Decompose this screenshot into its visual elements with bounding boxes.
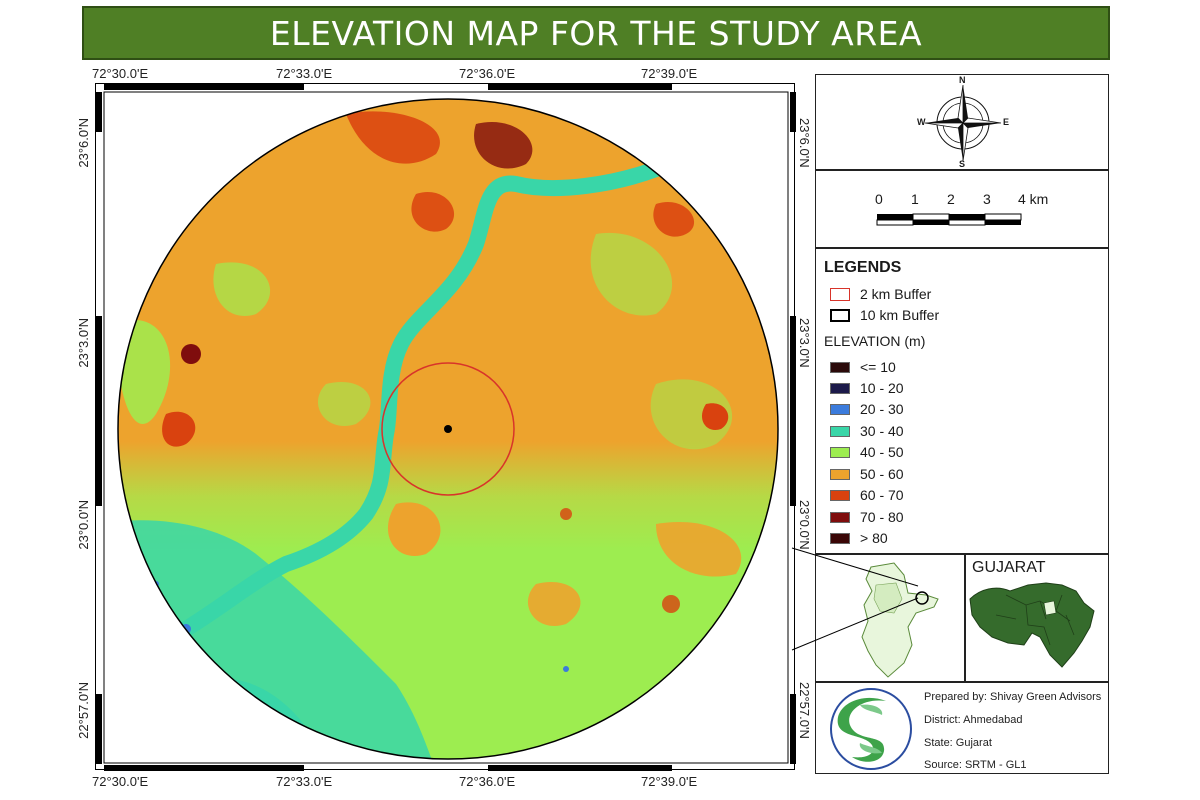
- scale-tick-label: 1: [911, 191, 919, 207]
- lon-label-bottom: 72°39.0'E: [641, 774, 698, 789]
- lat-label-right: 22°57.0'N: [797, 682, 812, 739]
- legend-panel: LEGENDS 2 km Buffer 10 km Buffer ELEVATI…: [815, 248, 1109, 554]
- buffer-2km: [381, 362, 515, 496]
- ahmedabad-district-map: [861, 562, 939, 678]
- project-site-marker: [444, 425, 452, 433]
- compass-e: E: [1003, 117, 1010, 127]
- compass-s: S: [959, 159, 966, 169]
- lat-label-right: 23°0.0'N: [797, 500, 812, 550]
- state-text: State: Gujarat: [924, 737, 992, 749]
- legend-class-item: <= 10: [830, 359, 896, 375]
- legend-item-10km-buffer: 10 km Buffer: [830, 307, 939, 323]
- black-outline-swatch: [830, 308, 850, 322]
- scale-bar-panel: 0 1 2 3 4 km: [815, 170, 1109, 248]
- legend-class-item: 40 - 50: [830, 444, 904, 460]
- map-title-bar: ELEVATION MAP FOR THE STUDY AREA: [82, 6, 1110, 60]
- legend-title: LEGENDS: [824, 259, 902, 276]
- elevation-map: [96, 84, 796, 771]
- district-text: District: Ahmedabad: [924, 714, 1023, 726]
- district-inset-panel: [815, 554, 965, 682]
- scale-bar: [876, 213, 1022, 226]
- scale-tick-label: 0: [875, 191, 883, 207]
- legend-class-item: 60 - 70: [830, 487, 904, 503]
- gujarat-label: GUJARAT: [972, 559, 1046, 576]
- shivay-green-advisors-logo: [830, 688, 912, 770]
- north-arrow-panel: N S E W: [815, 74, 1109, 170]
- lon-label-bottom: 72°36.0'E: [459, 774, 516, 789]
- lon-label-top: 72°36.0'E: [459, 66, 516, 81]
- inset-connector-lines: [791, 547, 919, 651]
- study-area-locator: [915, 591, 929, 605]
- source-text: Source: SRTM - GL1: [924, 759, 1027, 771]
- compass-w: W: [917, 117, 926, 127]
- lon-label-top: 72°30.0'E: [92, 66, 149, 81]
- lat-label-left: 23°6.0'N: [76, 118, 91, 168]
- gujarat-state-map: [969, 582, 1095, 668]
- lon-label-bottom: 72°33.0'E: [276, 774, 333, 789]
- compass-n: N: [959, 75, 966, 85]
- map-title: ELEVATION MAP FOR THE STUDY AREA: [269, 13, 923, 53]
- compass-rose-icon: [924, 84, 1002, 162]
- lon-label-bottom: 72°30.0'E: [92, 774, 149, 789]
- legend-class-item: 50 - 60: [830, 466, 904, 482]
- scale-tick-label: 3: [983, 191, 991, 207]
- gujarat-inset-panel: GUJARAT: [965, 554, 1109, 682]
- lat-label-right: 23°3.0'N: [797, 318, 812, 368]
- lon-label-top: 72°39.0'E: [641, 66, 698, 81]
- legend-class-item: 70 - 80: [830, 509, 904, 525]
- red-outline-swatch: [830, 287, 850, 301]
- lat-label-left: 22°57.0'N: [76, 682, 91, 739]
- neatline-ticks: [96, 84, 796, 771]
- lat-label-right: 23°6.0'N: [797, 118, 812, 168]
- main-map-frame: [95, 83, 796, 771]
- lon-label-top: 72°33.0'E: [276, 66, 333, 81]
- buffer-10km: [117, 98, 779, 760]
- legend-class-item: 20 - 30: [830, 401, 904, 417]
- scale-tick-label: 4 km: [1018, 191, 1049, 207]
- lat-label-left: 23°3.0'N: [76, 318, 91, 368]
- lat-label-left: 23°0.0'N: [76, 500, 91, 550]
- legend-class-item: 30 - 40: [830, 423, 904, 439]
- legend-item-2km-buffer: 2 km Buffer: [830, 286, 931, 302]
- elevation-legend-title: ELEVATION (m): [824, 333, 926, 349]
- ahmedabad-highlight: [1043, 600, 1057, 616]
- legend-class-item: > 80: [830, 530, 888, 546]
- legend-class-item: 10 - 20: [830, 380, 904, 396]
- credits-panel: Prepared by: Shivay Green Advisors Distr…: [815, 682, 1109, 774]
- scale-tick-label: 2: [947, 191, 955, 207]
- prepared-by-text: Prepared by: Shivay Green Advisors: [924, 691, 1102, 703]
